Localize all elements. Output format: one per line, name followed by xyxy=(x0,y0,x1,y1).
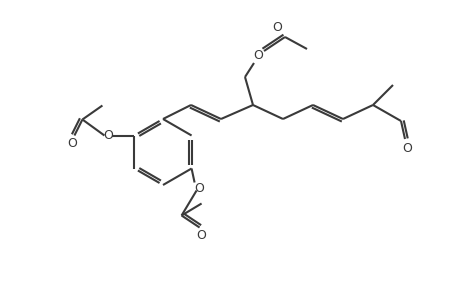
Text: O: O xyxy=(103,129,113,142)
Text: O: O xyxy=(271,20,281,34)
Text: O: O xyxy=(196,229,206,242)
Text: O: O xyxy=(194,182,204,195)
Text: O: O xyxy=(67,137,77,150)
Text: O: O xyxy=(252,49,263,62)
Text: O: O xyxy=(401,142,411,154)
